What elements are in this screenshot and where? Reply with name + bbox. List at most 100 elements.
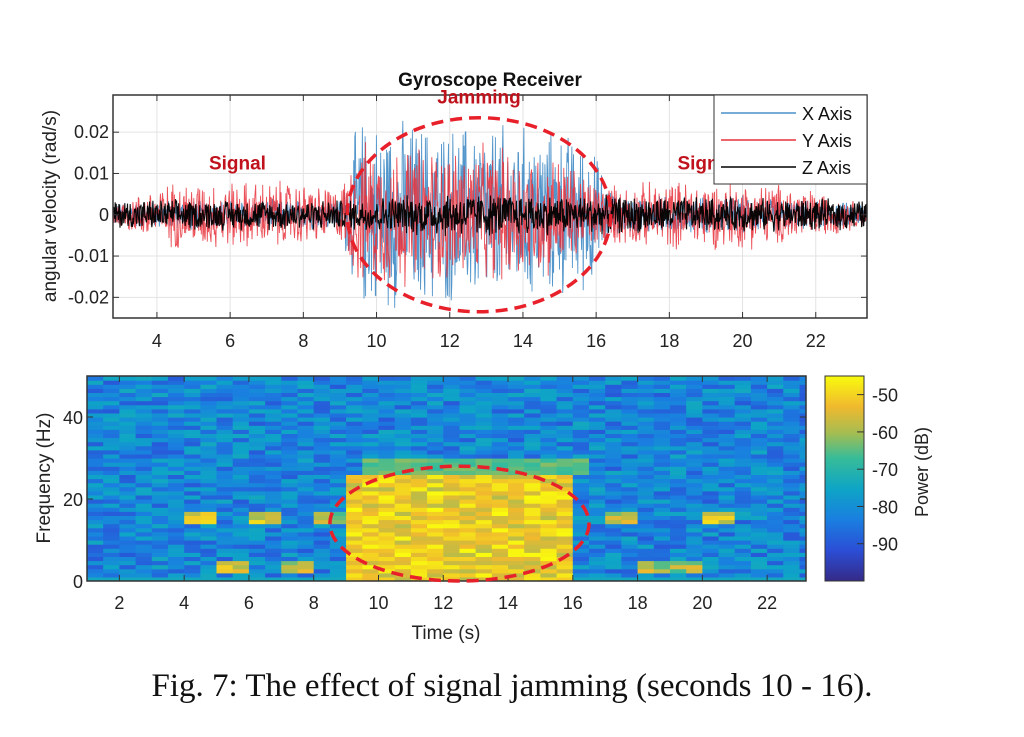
annotation-signal: Signal: [209, 153, 266, 174]
spectrogram-cell: [297, 568, 315, 574]
spectrogram-cell: [508, 449, 525, 455]
spectrogram-cell: [524, 548, 541, 553]
spectrogram-cell: [459, 449, 477, 455]
spectrogram-cell: [151, 494, 169, 500]
spectrogram-cell: [459, 425, 477, 430]
spectrogram-cell: [653, 425, 671, 430]
spectrogram-cell: [135, 392, 153, 398]
spectrogram-cell: [265, 572, 282, 578]
spectrogram-cell: [313, 425, 331, 430]
spectrogram-cell: [103, 408, 120, 414]
spectrogram-cell: [362, 507, 380, 512]
spectrogram-cell: [572, 560, 590, 566]
spectrogram-cell: [248, 376, 266, 381]
spectrogram-cell: [621, 511, 639, 516]
spectrogram-cell: [459, 429, 477, 434]
spectrogram-cell: [783, 412, 801, 418]
spectrogram-cell: [135, 462, 153, 467]
spectrogram-cell: [184, 441, 201, 447]
spectrogram-cell: [767, 437, 784, 443]
spectrogram-cell: [589, 503, 606, 508]
spectrogram-cell: [605, 396, 622, 402]
spectrogram-cell: [87, 470, 104, 475]
spectrogram-cell: [734, 515, 752, 521]
spectrogram-cell: [394, 519, 412, 525]
spectrogram-cell: [200, 441, 218, 447]
spectrogram-cell: [168, 466, 185, 471]
spectrogram-cell: [637, 412, 655, 418]
spectrogram-cell: [151, 511, 169, 516]
spectrogram-cell: [232, 474, 250, 480]
spectrogram-cell: [329, 441, 347, 447]
spectrogram-cell: [346, 453, 363, 459]
spectrogram-cell: [378, 478, 396, 484]
spectrogram-cell: [378, 515, 396, 521]
spectrogram-cell: [718, 490, 736, 496]
spectrogram-cell: [119, 503, 137, 508]
spectrogram-cell: [670, 384, 687, 389]
spectrogram-cell: [637, 535, 655, 541]
spectrogram-cell: [362, 552, 380, 557]
spectrogram-cell: [216, 535, 234, 541]
spectrogram-cell: [799, 417, 806, 422]
spectrogram-cell: [410, 441, 428, 447]
spectrogram-cell: [362, 412, 380, 418]
spectrogram-cell: [605, 560, 622, 566]
spectrogram-cell: [103, 470, 120, 475]
spectrogram-cell: [556, 388, 574, 393]
spectrogram-cell: [151, 486, 169, 492]
spectrogram-cell: [151, 478, 169, 484]
spectrogram-cell: [653, 515, 671, 521]
spectrogram-cell: [394, 527, 412, 533]
spectrogram-cell: [540, 544, 558, 549]
spectrogram-cell: [297, 527, 315, 533]
spectrogram-cell: [670, 408, 687, 414]
spectrogram-cell: [459, 408, 477, 414]
spectrogram-cell: [297, 429, 315, 434]
spectrogram-cell: [394, 490, 412, 496]
spectrogram-cell: [378, 519, 396, 525]
spectrogram-cell: [572, 400, 590, 406]
spectrogram-cell: [232, 494, 250, 500]
spectrogram-cell: [232, 441, 250, 447]
spectrogram-cell: [427, 560, 444, 566]
spectrogram-cell: [702, 503, 720, 508]
spectrogram-cell: [621, 445, 639, 451]
spectrogram-cell: [216, 499, 234, 504]
spectrogram-cell: [718, 433, 736, 439]
spectrogram-cell: [637, 433, 655, 439]
spectrogram-cell: [443, 437, 461, 443]
spectrogram-cell: [702, 388, 720, 393]
spectrogram-cell: [248, 437, 266, 443]
spectrogram-cell: [151, 433, 169, 439]
spectrogram-cell: [702, 531, 720, 537]
spectrogram-cell: [718, 458, 736, 463]
spectrogram-cell: [508, 490, 525, 496]
spectrogram-cell: [427, 482, 444, 488]
spectrogram-cell: [589, 384, 606, 389]
spectrogram-cell: [783, 560, 801, 566]
spectrogram-cell: [734, 548, 752, 553]
spectrogram-cell: [265, 544, 282, 549]
spectrogram-cell: [378, 384, 396, 389]
spectrogram-cell: [362, 519, 380, 525]
spectrogram-cell: [750, 470, 768, 475]
spectrogram-cell: [750, 519, 768, 525]
spectrogram-cell: [216, 576, 234, 581]
spectrogram-cell: [621, 564, 639, 570]
spectrogram-cell: [394, 396, 412, 402]
spectrogram-cell: [378, 400, 396, 406]
spectrogram-cell: [103, 556, 120, 562]
spectrogram-cell: [184, 412, 201, 418]
spectrogram-cell: [524, 400, 541, 406]
spectrogram-cell: [297, 458, 315, 463]
spectrogram-cell: [686, 417, 703, 422]
spectrogram-cell: [135, 507, 153, 512]
spectrogram-cell: [572, 494, 590, 500]
spectrogram-cell: [734, 433, 752, 439]
spectrogram-cell: [621, 503, 639, 508]
spectrogram-cell: [346, 544, 363, 549]
spectrogram-cell: [653, 531, 671, 537]
spectrogram-cell: [346, 552, 363, 557]
spectrogram-cell: [767, 466, 784, 471]
